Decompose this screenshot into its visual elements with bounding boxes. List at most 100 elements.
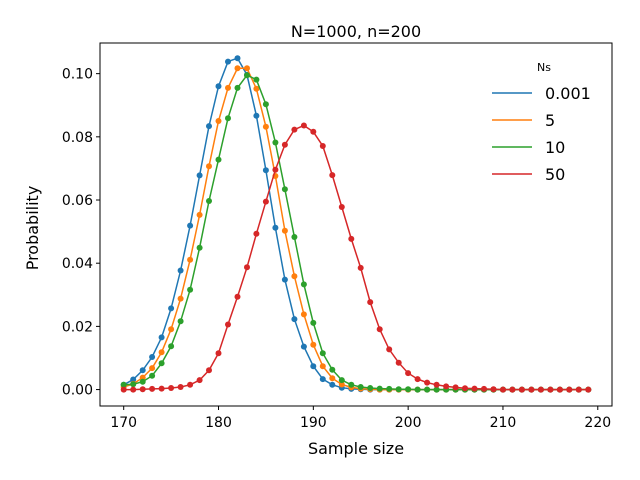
x-axis: 170 180 190 200 210 220 bbox=[110, 406, 611, 431]
data-point-50 bbox=[537, 386, 544, 393]
data-point-50 bbox=[500, 386, 506, 393]
data-point-50 bbox=[547, 386, 554, 393]
data-point-5 bbox=[281, 227, 288, 234]
data-point-50 bbox=[120, 386, 127, 393]
data-point-5 bbox=[158, 349, 165, 356]
series-line-0.001 bbox=[123, 57, 589, 391]
data-point-10 bbox=[158, 360, 165, 367]
data-point-10 bbox=[187, 286, 194, 293]
data-point-10 bbox=[300, 281, 307, 288]
data-point-10 bbox=[319, 350, 326, 357]
data-point-50 bbox=[310, 128, 317, 135]
data-point-50 bbox=[443, 383, 450, 390]
data-point-5 bbox=[338, 381, 345, 388]
data-point-0.001 bbox=[319, 376, 326, 383]
data-point-5 bbox=[149, 365, 156, 372]
data-point-50 bbox=[556, 386, 563, 393]
data-point-10 bbox=[262, 101, 269, 108]
data-point-10 bbox=[395, 386, 402, 393]
data-point-50 bbox=[272, 166, 279, 173]
data-point-10 bbox=[206, 198, 212, 204]
data-point-50 bbox=[509, 386, 516, 393]
data-point-10 bbox=[168, 343, 175, 350]
data-point-50 bbox=[338, 204, 345, 210]
x-tick-label: 170 bbox=[110, 415, 137, 431]
data-point-50 bbox=[319, 143, 326, 149]
series-line-10 bbox=[123, 74, 589, 391]
data-point-0.001 bbox=[225, 58, 231, 65]
data-point-50 bbox=[262, 198, 269, 205]
data-point-10 bbox=[272, 139, 279, 146]
data-point-10 bbox=[424, 386, 431, 393]
data-point-50 bbox=[367, 299, 374, 306]
data-point-50 bbox=[471, 385, 478, 392]
data-point-10 bbox=[405, 386, 412, 393]
data-point-0.001 bbox=[272, 224, 279, 231]
data-point-5 bbox=[187, 256, 194, 263]
data-point-10 bbox=[348, 381, 355, 388]
data-point-5 bbox=[300, 311, 307, 318]
data-point-50 bbox=[139, 386, 146, 393]
x-tick-label: 210 bbox=[490, 415, 517, 431]
data-point-0.001 bbox=[158, 334, 165, 341]
data-point-0.001 bbox=[215, 83, 222, 90]
data-point-5 bbox=[139, 374, 146, 381]
y-tick-label: 0.08 bbox=[62, 130, 93, 146]
data-point-0.001 bbox=[291, 316, 298, 323]
data-point-0.001 bbox=[196, 172, 203, 179]
data-point-50 bbox=[149, 385, 156, 392]
data-point-10 bbox=[177, 318, 184, 325]
data-point-5 bbox=[234, 65, 241, 72]
legend-label: 0.001 bbox=[545, 84, 591, 103]
legend-title: Ns bbox=[537, 61, 551, 74]
data-point-0.001 bbox=[281, 276, 288, 283]
data-point-0.001 bbox=[139, 367, 146, 374]
chart-title: N=1000, n=200 bbox=[291, 22, 421, 41]
y-tick-label: 0.02 bbox=[62, 319, 93, 335]
data-point-10 bbox=[196, 244, 203, 251]
data-point-0.001 bbox=[329, 381, 336, 388]
data-point-50 bbox=[575, 386, 582, 393]
legend: Ns 0.001 5 10 50 bbox=[492, 61, 591, 184]
data-point-50 bbox=[291, 126, 298, 133]
y-axis-label: Probability bbox=[23, 186, 42, 271]
plot-series-group bbox=[120, 55, 592, 393]
data-point-10 bbox=[433, 386, 440, 393]
data-point-50 bbox=[206, 367, 212, 374]
data-point-5 bbox=[206, 163, 212, 170]
data-point-5 bbox=[225, 84, 231, 91]
data-point-50 bbox=[376, 326, 383, 333]
data-point-50 bbox=[215, 350, 222, 357]
data-point-10 bbox=[139, 378, 146, 385]
data-point-0.001 bbox=[187, 222, 194, 229]
x-tick-label: 200 bbox=[395, 415, 422, 431]
data-point-10 bbox=[215, 156, 222, 163]
data-point-10 bbox=[386, 385, 393, 392]
data-point-10 bbox=[291, 234, 298, 240]
data-point-0.001 bbox=[300, 343, 307, 350]
data-point-50 bbox=[168, 385, 175, 391]
data-point-10 bbox=[338, 377, 345, 384]
data-point-5 bbox=[196, 211, 203, 218]
data-point-10 bbox=[244, 72, 250, 79]
data-point-50 bbox=[405, 370, 412, 377]
data-point-50 bbox=[253, 230, 260, 237]
data-point-0.001 bbox=[177, 267, 184, 274]
data-point-10 bbox=[225, 115, 231, 122]
data-point-50 bbox=[585, 386, 592, 393]
data-point-10 bbox=[120, 381, 127, 388]
y-axis: 0.00 0.02 0.04 0.06 0.08 0.10 bbox=[62, 67, 100, 399]
data-point-10 bbox=[376, 385, 383, 392]
data-point-50 bbox=[281, 141, 288, 148]
data-point-50 bbox=[566, 386, 573, 393]
data-point-5 bbox=[215, 118, 222, 124]
series-line-50 bbox=[123, 124, 589, 391]
data-point-50 bbox=[481, 385, 487, 392]
data-point-0.001 bbox=[253, 112, 260, 119]
y-tick-label: 0.00 bbox=[62, 383, 93, 399]
data-point-10 bbox=[234, 84, 241, 91]
data-point-50 bbox=[414, 376, 421, 383]
data-point-5 bbox=[168, 326, 175, 333]
data-point-10 bbox=[414, 386, 421, 393]
